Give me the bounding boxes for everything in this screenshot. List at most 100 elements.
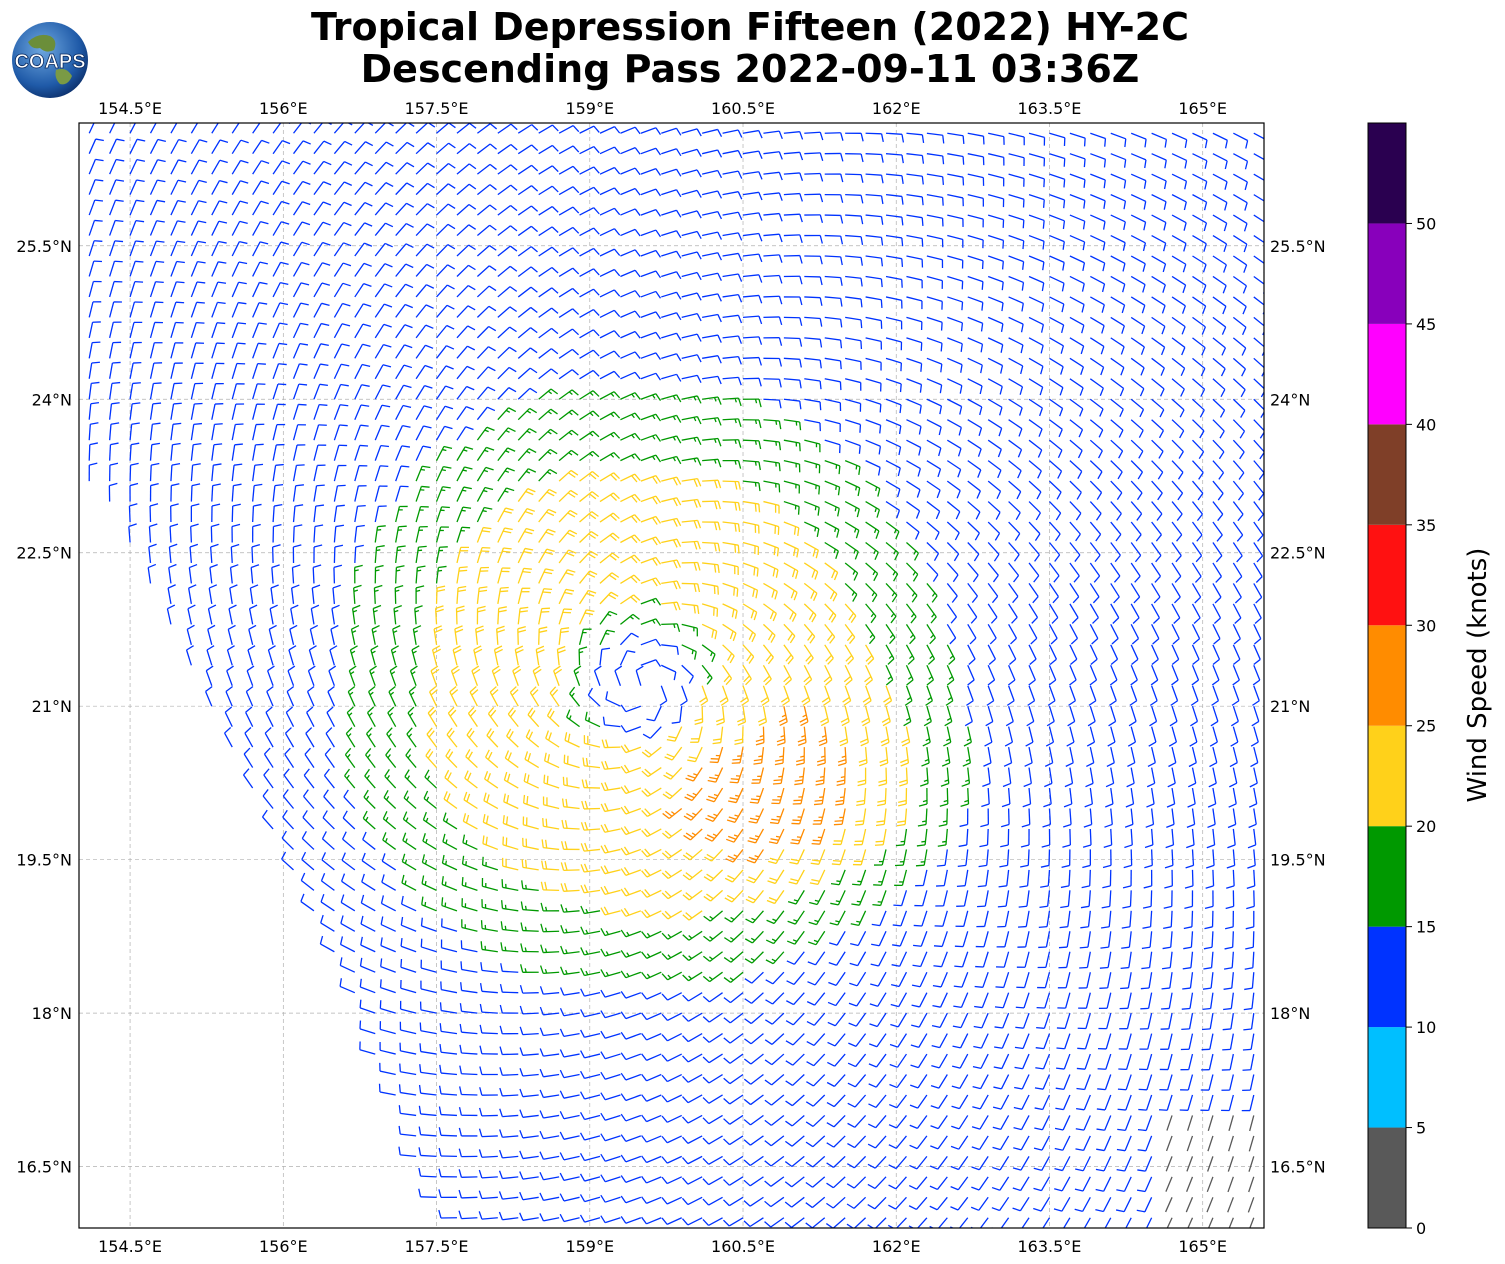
lat-label-right: 19.5°N [1270, 851, 1326, 870]
wind-barb [252, 281, 268, 298]
wind-barb [967, 193, 985, 207]
wind-barb [1182, 951, 1194, 970]
wind-barb [1243, 992, 1255, 1011]
wind-barb [994, 1012, 1010, 1029]
wind-barb [309, 624, 319, 645]
wind-barb [190, 281, 206, 298]
wind-barb [497, 164, 518, 175]
wind-barb [224, 727, 233, 748]
wind-barb [1203, 951, 1214, 970]
wind-barb [230, 543, 240, 563]
wind-barb [1212, 296, 1227, 315]
wind-barb [1212, 501, 1224, 522]
wind-barb [614, 665, 623, 686]
wind-barb [354, 282, 372, 298]
wind-barb [801, 685, 811, 706]
wind-barb [231, 403, 245, 420]
wind-barb [292, 282, 310, 298]
wind-barb [579, 550, 599, 564]
wind-barb [149, 362, 163, 379]
wind-barb [580, 1029, 601, 1038]
wind-barb [1130, 501, 1143, 521]
lon-label-bottom: 156°E [259, 1237, 308, 1256]
wind-barb [746, 849, 764, 864]
wind-barb [1104, 1217, 1112, 1228]
wind-barb [479, 983, 498, 994]
wind-barb [1096, 1135, 1112, 1152]
wind-barb [960, 788, 970, 808]
wind-barb [88, 219, 103, 236]
wind-barb [371, 624, 380, 645]
wind-barb [702, 437, 722, 447]
wind-barb [558, 549, 577, 564]
wind-barb [661, 559, 682, 569]
wind-barb [1048, 562, 1060, 583]
wind-barb [1077, 1012, 1091, 1030]
wind-barb [1069, 583, 1080, 604]
wind-barb [1110, 234, 1126, 251]
wind-barb [1205, 869, 1215, 889]
wind-barb [460, 940, 478, 953]
wind-barb [1069, 194, 1086, 209]
wind-barb [1147, 746, 1156, 768]
wind-barb [456, 486, 472, 502]
wind-barb [310, 604, 320, 625]
wind-barb [272, 261, 289, 277]
wind-barb [748, 808, 765, 824]
wind-barb [271, 564, 280, 584]
wind-barb [422, 833, 437, 850]
wind-barb [641, 889, 662, 898]
wind-barb [1171, 234, 1187, 252]
wind-barb [538, 508, 557, 523]
wind-barb [1232, 562, 1243, 583]
wind-barb [540, 923, 560, 933]
wind-barb [170, 138, 187, 155]
wind-barb [926, 623, 936, 645]
wind-barb [149, 301, 164, 318]
wind-barb [947, 357, 963, 373]
wind-barb [763, 254, 783, 263]
wind-barb [332, 584, 341, 604]
wind-barb [333, 404, 349, 420]
wind-barb [830, 869, 846, 886]
wind-barb [1232, 419, 1246, 439]
wind-barb [1109, 685, 1117, 706]
wind-barb [918, 788, 928, 807]
wind-barb [360, 915, 376, 932]
wind-barb [1233, 132, 1249, 149]
wind-barb [373, 584, 383, 604]
wind-barb [1212, 316, 1227, 335]
wind-barb [820, 706, 830, 727]
wind-barb [869, 992, 887, 1007]
wind-barb [1028, 624, 1038, 645]
wind-barb [380, 937, 396, 953]
wind-barb [292, 261, 310, 277]
wind-barb [1191, 644, 1200, 666]
chart-title-line-1: Tropical Depression Fifteen (2022) HY-2C [311, 5, 1189, 49]
wind-barb [885, 623, 896, 645]
wind-barb [286, 685, 295, 707]
wind-barb [517, 625, 527, 645]
wind-barb [1244, 951, 1255, 970]
wind-barb [890, 971, 908, 988]
wind-barb [400, 895, 417, 912]
wind-barb [641, 971, 662, 980]
wind-barb [906, 296, 923, 310]
wind-barb [865, 460, 881, 476]
wind-barb [354, 363, 371, 380]
wind-barb [1083, 1217, 1091, 1228]
wind-barb [663, 767, 683, 780]
colorbar-tick-label: 30 [1416, 616, 1436, 635]
wind-barb [824, 378, 842, 391]
wind-barb [1222, 1033, 1234, 1051]
wind-barb [1247, 849, 1256, 869]
wind-barb [1047, 685, 1056, 706]
wind-barb [1117, 1094, 1132, 1111]
wind-barb [620, 534, 641, 544]
wind-barb [578, 646, 588, 666]
wind-barb [1227, 1176, 1234, 1193]
wind-barb [811, 828, 826, 845]
wind-barb [829, 910, 846, 926]
wind-barb [1006, 685, 1015, 706]
wind-barb [1028, 562, 1040, 583]
